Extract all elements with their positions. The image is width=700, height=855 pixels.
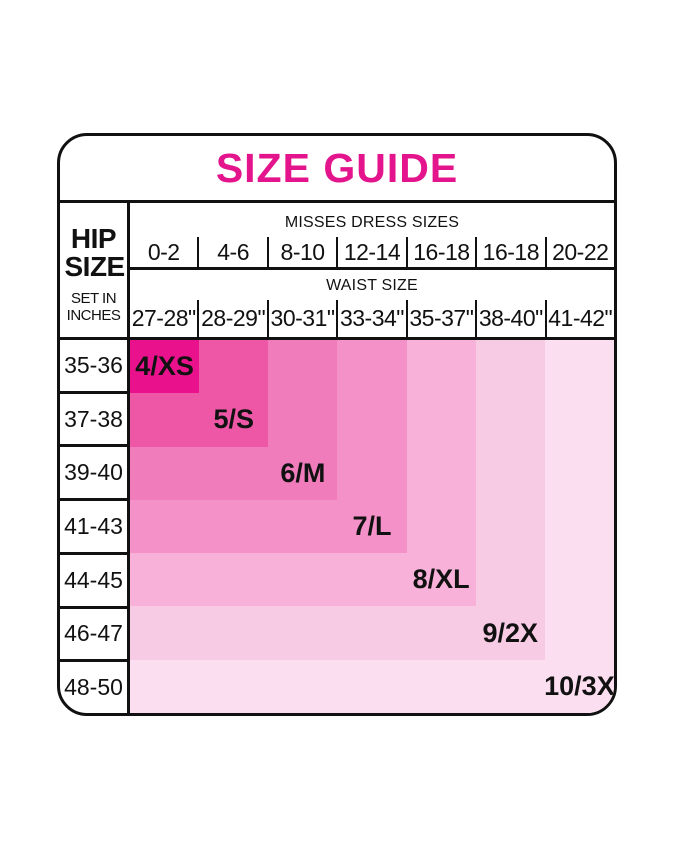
waist-size-cell: 41-42": [544, 300, 614, 337]
waist-size-cell: 27-28": [131, 305, 197, 331]
waist-size-cell: 30-31": [266, 300, 336, 337]
hip-size-header: HIP SIZE SET IN INCHES: [60, 203, 127, 340]
hip-size-rows: 35-36 37-38 39-40 41-43 44-45 46-47 48-50: [60, 340, 127, 713]
hip-size-cell: 48-50: [64, 674, 123, 701]
hip-size-units-label: SET IN INCHES: [66, 290, 121, 325]
column-headers: MISSES DRESS SIZES 0-2 4-6 8-10 12-14 16-18 1…: [130, 203, 614, 340]
dress-sizes-row: 0-2 4-6 8-10 12-14 16-18 16-18 20-22: [130, 237, 614, 270]
hip-size-label: HIP SIZE: [64, 223, 126, 282]
size-region-label: 10/3X: [544, 670, 615, 701]
dress-size-cell: 0-2: [147, 238, 180, 265]
size-region-label: 7/L: [352, 510, 392, 541]
size-region-label: 9/2X: [482, 617, 539, 648]
size-region-label: 5/S: [213, 404, 254, 435]
waist-size-cell: 38-40": [475, 300, 544, 337]
hip-size-cell: 41-43: [60, 501, 127, 555]
misses-dress-sizes-label: MISSES DRESS SIZES: [284, 214, 460, 231]
dress-size-cell: 8-10: [266, 237, 336, 267]
waist-size-label: WAIST SIZE: [326, 277, 418, 294]
waist-size-cell: 33-34": [336, 300, 405, 337]
size-guide-body: HIP SIZE SET IN INCHES 35-36 37-38 39-40 41…: [60, 203, 614, 713]
dress-size-cell: 12-14: [336, 237, 405, 267]
hip-size-cell: 35-36: [60, 340, 127, 394]
hip-size-cell: 39-40: [60, 447, 127, 502]
waist-size-cell: 35-37": [405, 300, 475, 337]
hip-size-cell: 46-47: [60, 609, 127, 663]
size-guide-title: SIZE GUIDE: [60, 136, 614, 203]
dress-size-cell: 4-6: [197, 237, 266, 267]
waist-size-cell: 28-29": [197, 300, 266, 337]
size-region-label: 4/XS: [135, 351, 194, 382]
size-region-4xs: [130, 340, 200, 394]
hip-size-cell: 37-38: [60, 394, 127, 448]
hip-size-cell: 44-45: [60, 555, 127, 609]
size-region-label: 6/M: [280, 457, 326, 488]
waist-sizes-row: 27-28" 28-29" 30-31" 33-34" 35-37" 38-40" 41-4…: [130, 300, 614, 337]
dress-size-cell: 20-22: [544, 237, 614, 267]
hip-size-column: HIP SIZE SET IN INCHES 35-36 37-38 39-40 41…: [60, 203, 130, 713]
size-chart: 4/XS 5/S 6/M 7/L 8/XL 9/2X 10/3X: [130, 340, 614, 713]
dress-size-cell: 16-18: [475, 237, 544, 267]
dress-size-cell: 16-18: [405, 237, 475, 267]
chart-column: MISSES DRESS SIZES 0-2 4-6 8-10 12-14 16-18 1…: [130, 203, 614, 713]
size-guide-card: SIZE GUIDE HIP SIZE SET IN INCHES 35-36 3…: [57, 133, 617, 716]
size-region-label: 8/XL: [412, 564, 470, 595]
